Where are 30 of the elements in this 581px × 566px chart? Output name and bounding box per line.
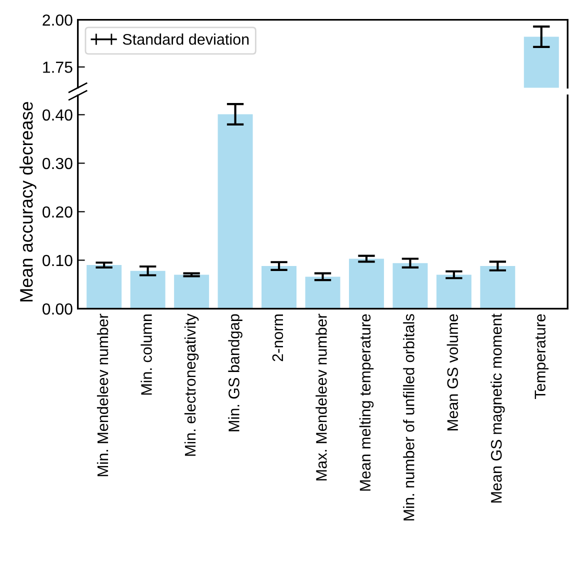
y-tick-label: 2.00: [42, 14, 72, 26]
bar: [130, 270, 166, 309]
x-tick-label: Min. column: [140, 314, 152, 395]
bar: [218, 114, 253, 309]
y-tick-label: 0.00: [42, 303, 72, 315]
y-tick-label: 1.75: [43, 62, 72, 73]
bar: [348, 258, 384, 309]
y-tick-label: 0.40: [42, 109, 72, 121]
bar: [305, 276, 340, 309]
x-tick-label: Min. number of unfilled orbitals: [403, 314, 414, 520]
x-tick-label: Min. electronegativity: [184, 314, 199, 456]
x-tick-label: Mean GS volume: [446, 314, 458, 430]
y-tick-label: 0.20: [42, 206, 72, 218]
bar: [392, 263, 428, 309]
bar: [480, 266, 516, 309]
x-tick-label: Min. GS bandgap: [228, 314, 242, 432]
bar: [86, 265, 122, 309]
x-tick-label: Min. Mendeleev number: [96, 314, 108, 476]
x-tick-label: Mean GS magnetic moment: [490, 314, 505, 502]
bar: [436, 274, 472, 309]
y-axis-title: Mean accuracy decrease: [20, 102, 36, 302]
text: Standard deviation: [122, 34, 249, 45]
x-tick-label: Temperature: [534, 314, 549, 399]
y-tick-label: 0.30: [42, 158, 72, 170]
bar: [174, 274, 210, 309]
x-tick-label: Max. Mendeleev number: [316, 314, 327, 480]
bar: [262, 266, 297, 309]
x-tick-label: 2-norm: [272, 314, 284, 362]
x-tick-label: Mean melting temperature: [359, 314, 374, 491]
y-tick-label: 0.10: [42, 254, 72, 266]
